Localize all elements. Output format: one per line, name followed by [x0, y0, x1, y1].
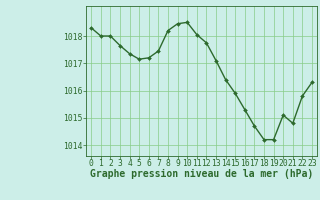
X-axis label: Graphe pression niveau de la mer (hPa): Graphe pression niveau de la mer (hPa): [90, 169, 313, 179]
